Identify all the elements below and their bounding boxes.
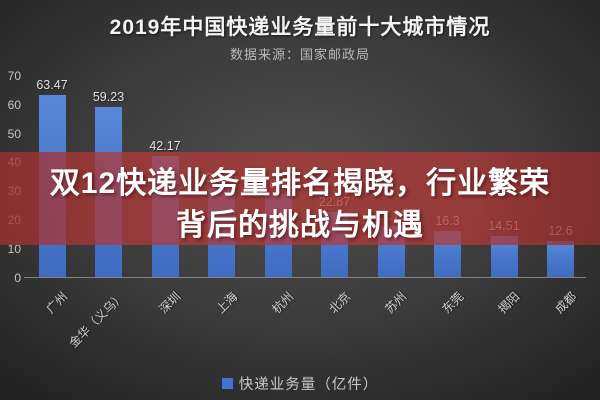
legend-label: 快递业务量（亿件） — [238, 377, 379, 393]
legend: 快递业务量（亿件） — [0, 373, 600, 394]
y-axis-tick-label: 60 — [7, 97, 21, 112]
y-axis-tick-label: 0 — [14, 270, 21, 285]
headline-line-1: 双12快递业务量排名揭晓，行业繁荣 — [49, 167, 551, 200]
bar-成都 — [547, 241, 574, 277]
legend-swatch-icon — [221, 378, 233, 389]
data-source-caption: 数据来源：国家邮政局 — [229, 47, 370, 62]
bar-value-label: 42.17 — [149, 139, 181, 154]
bar-value-label: 63.47 — [36, 77, 68, 92]
headline-line-2: 背后的挑战与机遇 — [176, 209, 424, 242]
y-axis-tick-label: 50 — [7, 126, 21, 141]
headline-banner: 双12快递业务量排名揭晓，行业繁荣 背后的挑战与机遇 — [0, 152, 600, 245]
y-axis-tick-label: 70 — [7, 69, 21, 83]
x-axis-baseline — [24, 277, 586, 278]
y-axis-tick-label: 10 — [7, 241, 21, 256]
page-title: 2019年中国快递业务量前十大城市情况 — [109, 16, 491, 39]
bar-value-label: 59.23 — [92, 90, 125, 104]
